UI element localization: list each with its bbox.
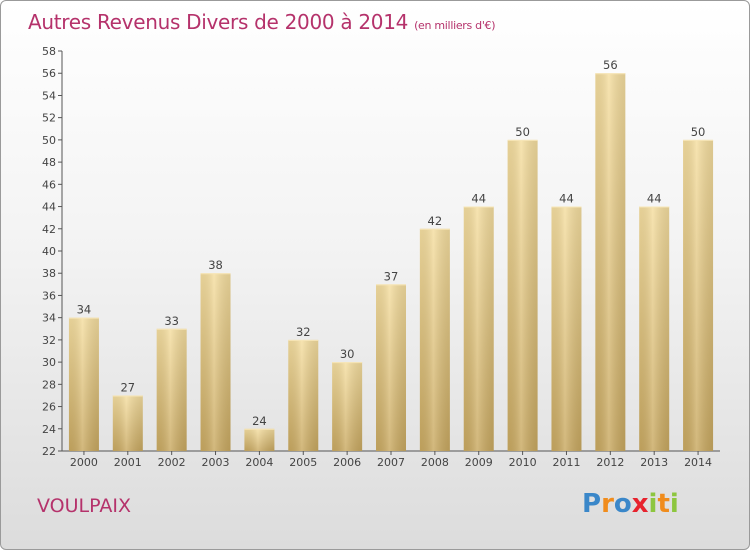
- value-label-2010: 50: [515, 125, 530, 139]
- bar-shade-2013: [639, 206, 670, 451]
- y-tick-label: 30: [42, 356, 56, 369]
- bar-shade-2002: [156, 328, 187, 451]
- value-label-2013: 44: [647, 192, 662, 206]
- y-tick-label: 42: [42, 223, 56, 236]
- value-label-2007: 37: [384, 269, 399, 283]
- proxiti-logo: Proxiti: [582, 489, 679, 519]
- x-tick-label: 2006: [333, 456, 361, 469]
- x-tick-label: 2007: [377, 456, 405, 469]
- y-tick-label: 38: [42, 267, 56, 280]
- bar-shade-2011: [551, 206, 582, 451]
- x-tick-label: 2008: [421, 456, 449, 469]
- x-tick-label: 2010: [509, 456, 537, 469]
- bar-shade-2003: [200, 273, 231, 451]
- value-label-2014: 50: [691, 125, 706, 139]
- y-tick-label: 28: [42, 378, 56, 391]
- y-tick-label: 34: [42, 312, 56, 325]
- bar-shade-2014: [683, 139, 714, 451]
- y-tick-label: 48: [42, 156, 56, 169]
- chart-title-text: Autres Revenus Divers de 2000 à 2014: [28, 10, 409, 34]
- value-label-2002: 33: [164, 314, 179, 328]
- x-tick-label: 2014: [684, 456, 712, 469]
- value-label-2004: 24: [252, 414, 267, 428]
- bar-shade-2005: [288, 339, 319, 451]
- axes: 22 24 26 28 30 32 34 36 38 40 42 44 46 48 50 52 54 56 58 20…: [42, 45, 720, 469]
- y-tick-label: 44: [42, 201, 56, 214]
- place-name: VOULPAIX: [37, 495, 131, 517]
- x-tick-label: 2000: [70, 456, 98, 469]
- value-label-2012: 56: [603, 58, 618, 72]
- value-label-2006: 30: [340, 347, 355, 361]
- bar-shade-2007: [376, 284, 406, 451]
- bar-shade-2001: [112, 395, 143, 451]
- bar-shade-2008: [419, 228, 450, 451]
- x-tick-label: 2004: [245, 456, 273, 469]
- x-tick-label: 2005: [289, 456, 317, 469]
- y-tick-label: 36: [42, 289, 56, 302]
- bar-shade-2010: [507, 139, 538, 451]
- chart-title: Autres Revenus Divers de 2000 à 2014 (en …: [28, 10, 496, 34]
- value-label-2000: 34: [77, 303, 92, 317]
- x-tick-label: 2003: [202, 456, 230, 469]
- bar-shade-2006: [332, 362, 363, 451]
- x-tick-label: 2012: [596, 456, 624, 469]
- y-tick-label: 58: [42, 45, 56, 58]
- bar-shade-2004: [244, 428, 275, 451]
- value-labels: 34 27 33 38 24 32 30 37 42 44 50 44 56 44 50: [77, 58, 706, 428]
- value-label-2008: 42: [428, 214, 443, 228]
- value-label-2001: 27: [120, 380, 135, 394]
- value-label-2009: 44: [471, 192, 486, 206]
- y-tick-label: 52: [42, 112, 56, 125]
- bar-shade-2000: [68, 317, 99, 451]
- value-label-2011: 44: [559, 192, 574, 206]
- x-tick-label: 2013: [640, 456, 668, 469]
- chart-unit: (en milliers d'€): [414, 19, 496, 32]
- x-tick-label: 2001: [114, 456, 142, 469]
- y-tick-label: 32: [42, 334, 56, 347]
- x-tick-label: 2011: [552, 456, 580, 469]
- bar-shade-2012: [595, 73, 626, 451]
- y-tick-label: 22: [42, 445, 56, 458]
- x-tick-label: 2009: [465, 456, 493, 469]
- x-tick-label: 2002: [158, 456, 186, 469]
- y-tick-label: 56: [42, 67, 56, 80]
- y-tick-label: 54: [42, 89, 56, 102]
- value-label-2005: 32: [296, 325, 311, 339]
- bar-shade-2009: [463, 206, 494, 451]
- y-tick-label: 26: [42, 401, 56, 414]
- y-tick-label: 50: [42, 134, 56, 147]
- y-tick-label: 24: [42, 423, 56, 436]
- y-tick-label: 46: [42, 178, 56, 191]
- y-tick-label: 40: [42, 245, 56, 258]
- value-label-2003: 38: [208, 258, 223, 272]
- bars: [68, 73, 714, 451]
